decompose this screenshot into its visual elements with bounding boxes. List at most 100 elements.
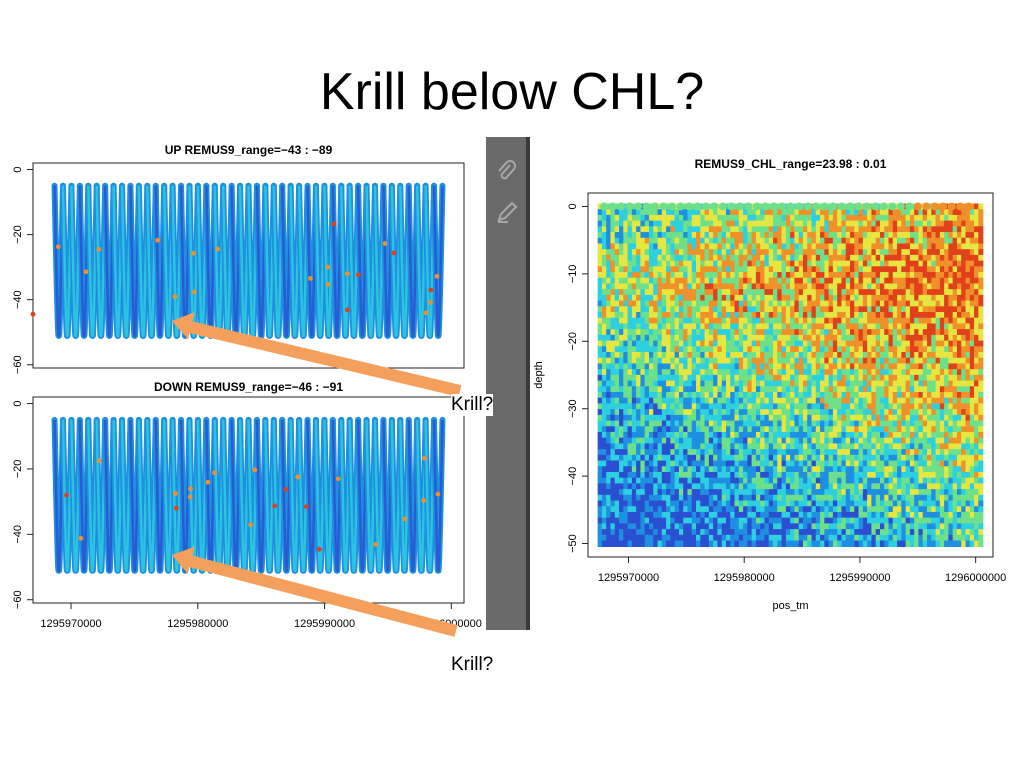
chl-point <box>768 249 774 256</box>
chl-point <box>738 511 744 519</box>
chl-point <box>606 517 612 525</box>
chl-point <box>631 346 637 353</box>
chl-point <box>897 414 903 422</box>
chl-point <box>785 511 791 519</box>
chl-point <box>824 431 830 439</box>
chl-point <box>922 529 928 536</box>
chl-point <box>790 294 796 302</box>
chl-point <box>704 289 710 296</box>
dive-trace-core <box>340 185 351 337</box>
chl-point <box>713 363 719 370</box>
chl-point <box>802 220 808 228</box>
chl-point <box>644 209 650 216</box>
chl-point <box>640 220 646 228</box>
chl-point <box>640 391 646 399</box>
chl-point <box>687 283 693 290</box>
chl-point <box>798 517 804 525</box>
chl-point <box>666 323 672 330</box>
chl-point <box>713 477 719 485</box>
chl-point <box>892 443 898 450</box>
chl-point <box>674 306 680 313</box>
chl-point <box>867 249 873 256</box>
chl-point <box>755 294 761 302</box>
chl-point <box>725 329 731 336</box>
chl-point <box>909 420 915 428</box>
chl-point <box>666 243 672 250</box>
chl-point <box>691 249 697 256</box>
chl-point <box>777 409 783 416</box>
chl-point <box>713 517 719 525</box>
chl-point <box>730 431 736 439</box>
chl-point <box>850 511 856 519</box>
chl-point <box>905 431 911 439</box>
chl-point <box>738 249 744 256</box>
chl-point <box>644 243 650 250</box>
chl-point <box>614 317 620 325</box>
chl-point <box>790 363 796 370</box>
chl-point <box>773 489 779 496</box>
chl-point <box>802 466 808 473</box>
chl-point <box>687 300 693 308</box>
chl-point <box>614 352 620 359</box>
chl-point <box>666 409 672 416</box>
chl-point <box>721 283 727 290</box>
chl-point <box>905 214 911 222</box>
chl-point <box>871 477 877 485</box>
chl-point <box>922 294 928 302</box>
chl-point <box>721 523 727 530</box>
chl-point <box>657 294 663 302</box>
chl-point <box>743 483 749 490</box>
chl-point <box>845 306 851 313</box>
chl-point <box>606 214 612 222</box>
chl-point <box>811 471 817 479</box>
chl-point <box>828 272 834 279</box>
chl-point <box>717 403 723 410</box>
chl-point <box>901 500 907 508</box>
chl-point <box>871 454 877 462</box>
hotspot-point <box>155 237 161 243</box>
chl-point <box>888 431 894 439</box>
chl-point <box>708 380 714 388</box>
chl-point <box>802 506 808 513</box>
chl-point <box>879 483 885 490</box>
chl-point <box>683 283 689 290</box>
chl-point <box>781 517 787 525</box>
chl-point <box>661 489 667 496</box>
chl-point <box>790 289 796 296</box>
chl-point <box>623 232 629 239</box>
chl-point <box>691 260 697 268</box>
chl-point <box>730 477 736 485</box>
chl-point <box>897 386 903 393</box>
chl-point <box>798 329 804 336</box>
chl-point <box>734 249 740 256</box>
chl-point <box>785 471 791 479</box>
chl-point <box>708 283 714 290</box>
chl-point <box>871 254 877 262</box>
chl-point <box>730 449 736 456</box>
chl-point <box>931 329 937 336</box>
chl-point <box>696 454 702 462</box>
chl-point <box>734 289 740 296</box>
chl-point <box>606 346 612 353</box>
chl-point <box>901 294 907 302</box>
chl-point <box>845 220 851 228</box>
chl-point <box>798 306 804 313</box>
chl-point <box>657 243 663 250</box>
chl-point <box>773 449 779 456</box>
chl-point <box>657 232 663 239</box>
chl-point <box>879 454 885 462</box>
chl-point <box>700 420 706 428</box>
chl-point <box>738 386 744 393</box>
chl-point <box>815 312 821 319</box>
chl-point <box>743 254 749 262</box>
chl-point <box>670 397 676 405</box>
chl-point <box>597 511 603 519</box>
chl-point <box>631 260 637 268</box>
chl-point <box>623 306 629 313</box>
chl-point <box>871 283 877 290</box>
chl-point <box>636 391 642 399</box>
chl-point <box>768 300 774 308</box>
chl-point <box>601 340 607 348</box>
chl-point <box>614 500 620 508</box>
chl-point <box>764 352 770 359</box>
